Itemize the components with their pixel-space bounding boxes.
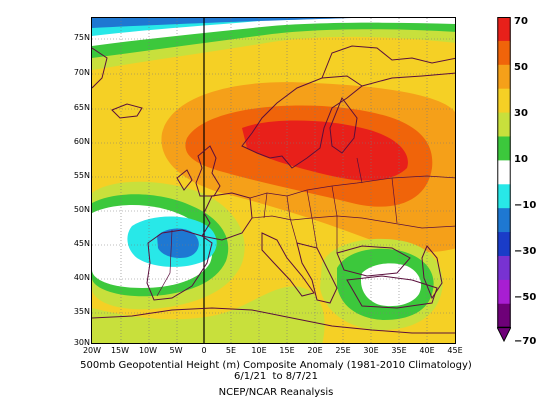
colorbar-label-50: 50 xyxy=(514,62,528,73)
anomaly-band-north-blue xyxy=(92,18,352,28)
lat-label-65n: 65N xyxy=(73,103,90,112)
colorbar-swatch xyxy=(497,88,511,114)
colorbar-swatch xyxy=(497,40,511,66)
colorbar-label-neg10: −10 xyxy=(514,200,537,211)
colorbar-swatch xyxy=(497,255,511,281)
colorbar-swatch xyxy=(497,64,511,90)
lon-label-5e: 5E xyxy=(225,346,237,355)
colorbar-swatch xyxy=(497,17,511,42)
colorbar-label-neg50: −50 xyxy=(514,292,537,303)
figure-title: 500mb Geopotential Height (m) Composite … xyxy=(80,360,472,371)
lat-label-30n: 30N xyxy=(73,338,90,347)
lat-label-70n: 70N xyxy=(73,68,90,77)
lon-label-20w: 20W xyxy=(82,346,102,355)
colorbar-swatch xyxy=(497,184,511,209)
colorbar-swatch xyxy=(497,160,511,185)
trough-east-white xyxy=(360,263,422,307)
colorbar-label-10: 10 xyxy=(514,154,528,165)
anomaly-band-south-greenyellow xyxy=(92,286,325,343)
trough-west-blue xyxy=(157,228,199,258)
lon-label-25e: 25E xyxy=(335,346,351,355)
country-borders xyxy=(156,157,455,297)
lon-label-20e: 20E xyxy=(307,346,323,355)
colorbar-swatch xyxy=(497,232,511,257)
lat-label-35n: 35N xyxy=(73,307,90,316)
lat-label-40n: 40N xyxy=(73,273,90,282)
colorbar-label-70: 70 xyxy=(514,16,528,27)
lon-label-15w: 15W xyxy=(110,346,130,355)
lon-label-0: 0 xyxy=(201,346,207,355)
lon-label-15e: 15E xyxy=(279,346,295,355)
colorbar-end-arrow xyxy=(497,327,511,342)
lat-label-55n: 55N xyxy=(73,171,90,180)
colorbar-swatch xyxy=(497,136,511,161)
figure-source: NCEP/NCAR Reanalysis xyxy=(218,387,334,398)
colorbar-swatch xyxy=(497,279,511,305)
colorbar-swatch xyxy=(497,112,511,137)
colorbar-swatch xyxy=(497,303,511,329)
lon-label-10w: 10W xyxy=(138,346,158,355)
colorbar xyxy=(497,17,511,342)
lon-label-40e: 40E xyxy=(419,346,435,355)
colorbar-swatch xyxy=(497,208,511,233)
lon-label-35e: 35E xyxy=(391,346,407,355)
lon-label-45e: 45E xyxy=(447,346,463,355)
colorbar-label-neg70: −70 xyxy=(514,336,537,347)
lat-label-75n: 75N xyxy=(73,33,90,42)
lon-label-10e: 10E xyxy=(251,346,267,355)
lon-label-30e: 30E xyxy=(363,346,379,355)
lat-label-50n: 50N xyxy=(73,205,90,214)
lat-label-60n: 60N xyxy=(73,137,90,146)
colorbar-label-neg30: −30 xyxy=(514,246,537,257)
anomaly-map xyxy=(91,17,456,344)
anomaly-region-red xyxy=(242,120,408,181)
coastlines xyxy=(92,45,455,334)
colorbar-label-30: 30 xyxy=(514,108,528,119)
lat-label-45n: 45N xyxy=(73,239,90,248)
lon-label-5w: 5W xyxy=(169,346,183,355)
map-canvas xyxy=(92,18,455,343)
figure-dates: 6/1/21 to 8/7/21 xyxy=(234,371,318,382)
